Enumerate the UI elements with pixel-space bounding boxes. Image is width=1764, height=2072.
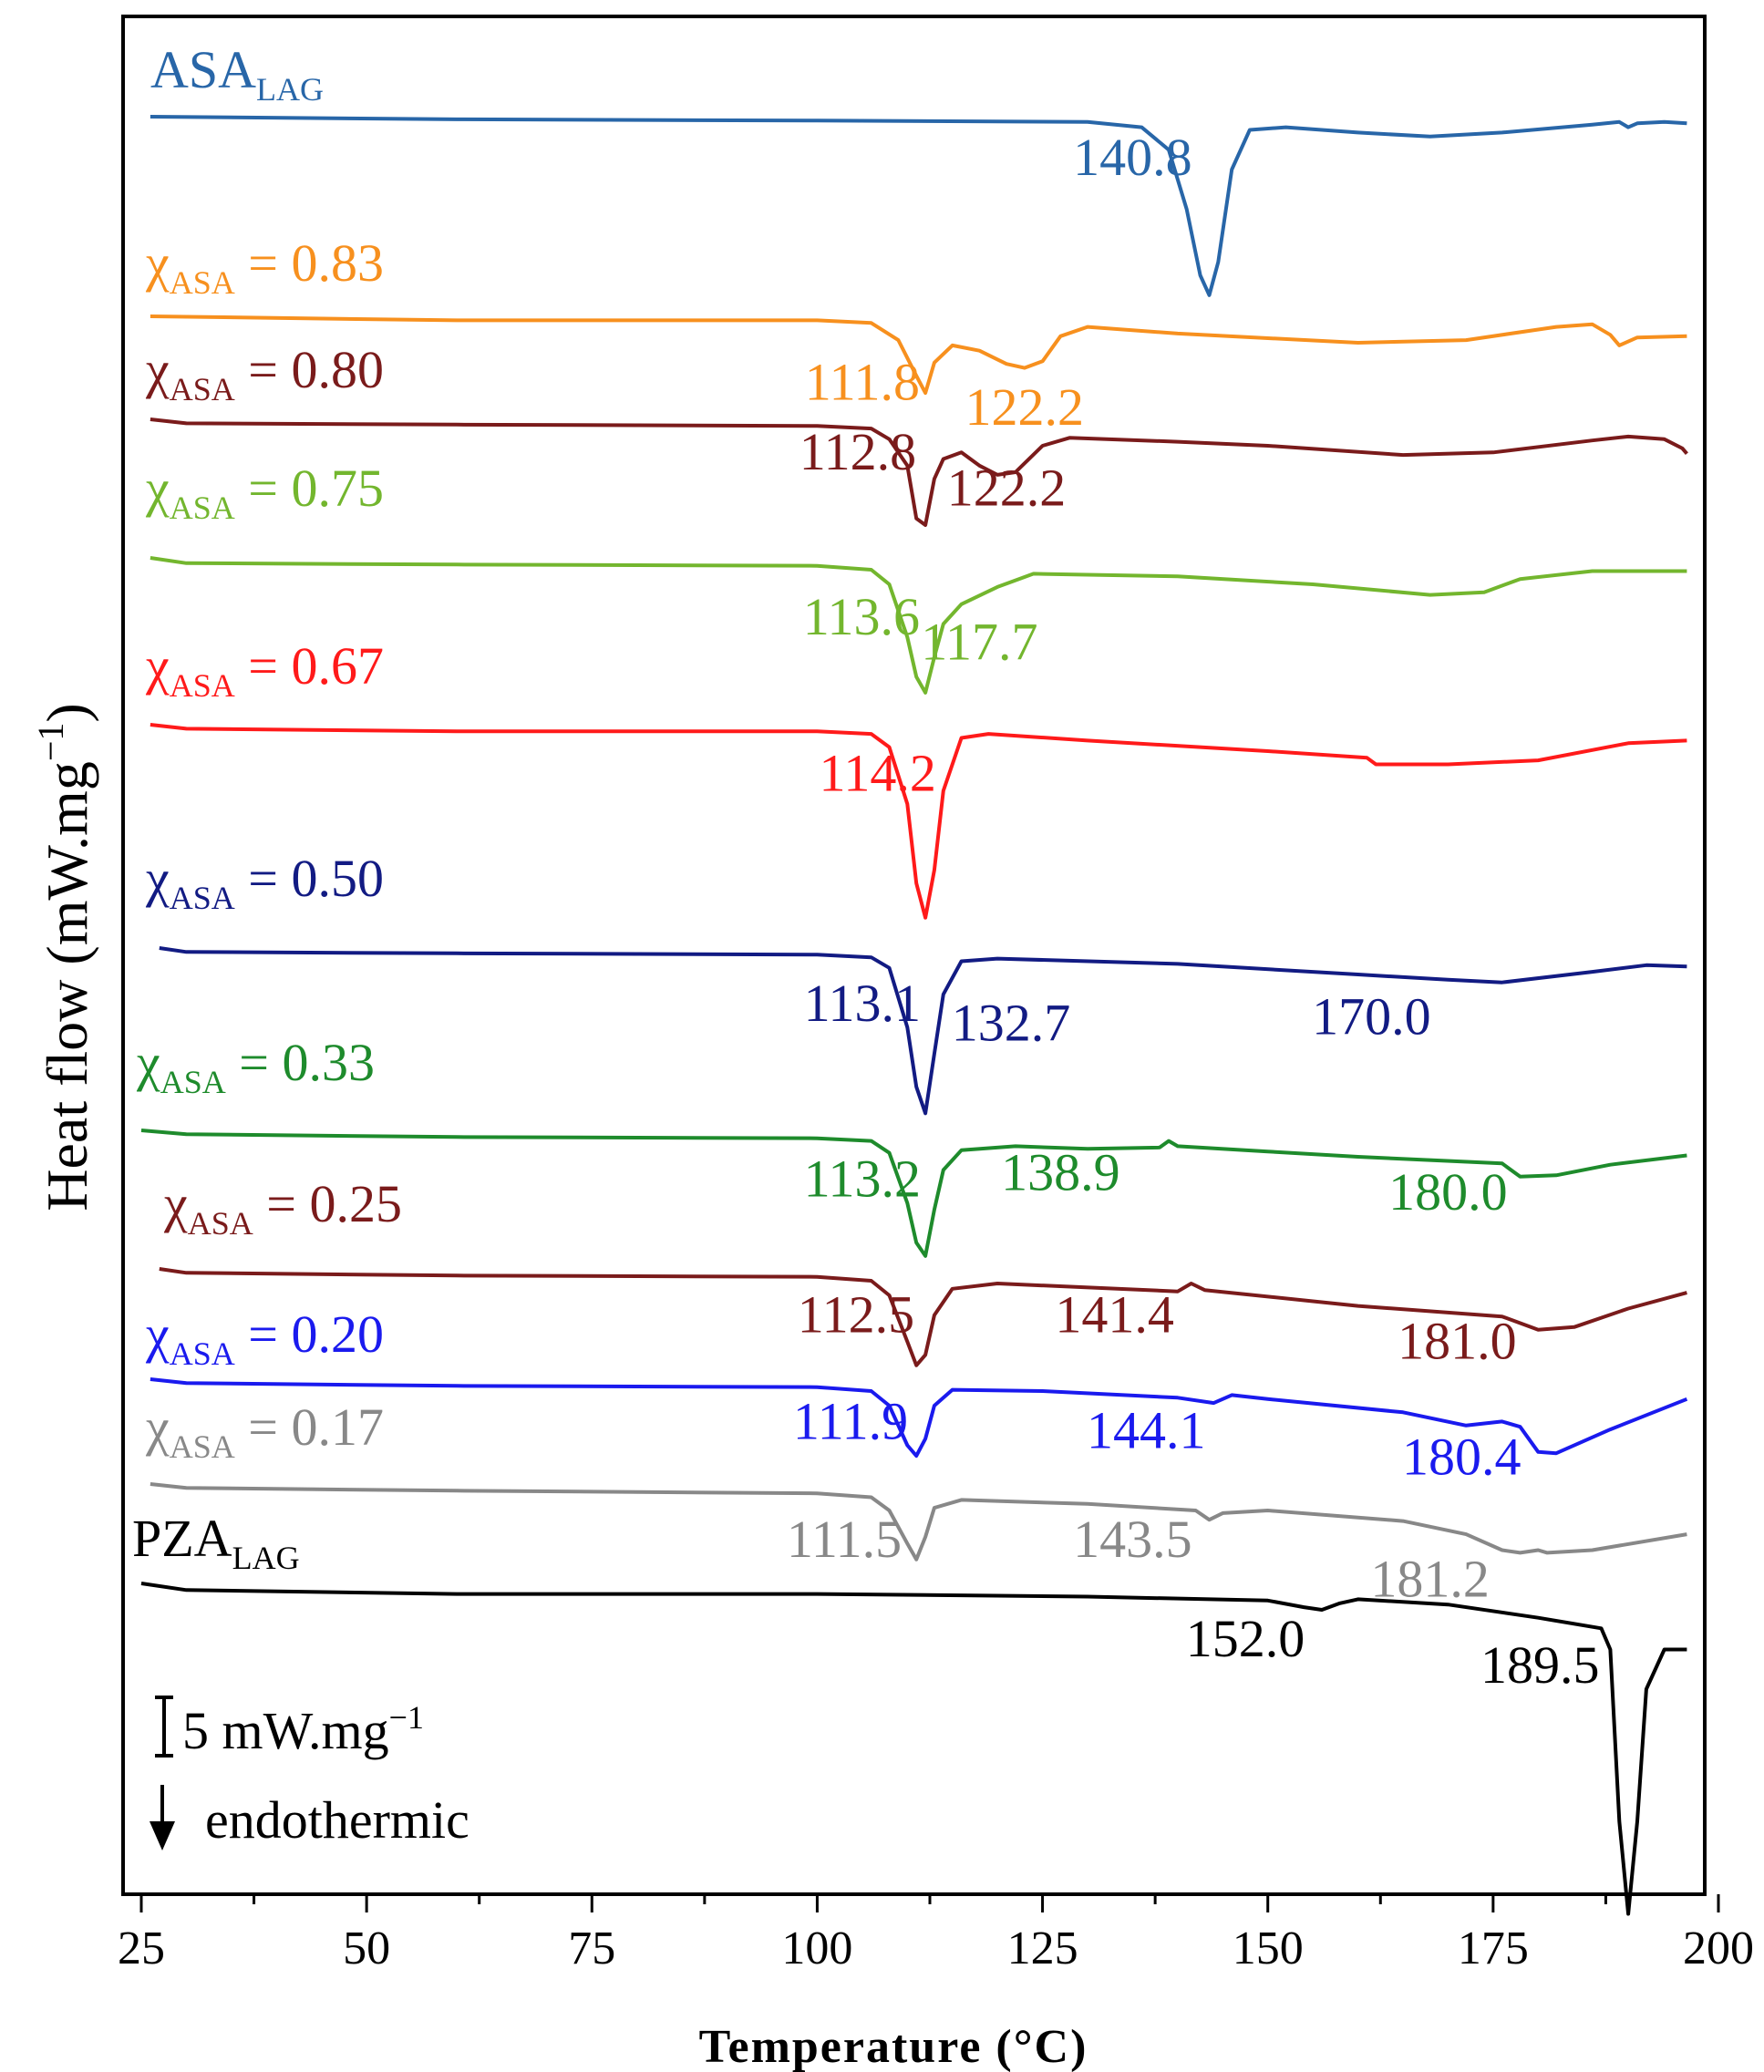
- peak-label: 170.0: [1312, 986, 1431, 1046]
- peak-label: 152.0: [1186, 1609, 1305, 1668]
- endothermic-label: endothermic: [205, 1790, 469, 1850]
- peak-label: 113.1: [804, 974, 921, 1033]
- peak-label: 181.2: [1370, 1549, 1490, 1608]
- peak-label: 122.2: [947, 458, 1067, 517]
- series-line: [150, 556, 1687, 695]
- plot-frame: [121, 15, 1707, 1896]
- annotations: 5 mW.mg−1 endothermic: [150, 1696, 469, 1850]
- peak-label: 181.0: [1398, 1312, 1517, 1371]
- peak-label: 189.5: [1480, 1635, 1600, 1695]
- series-name-label: χASA = 0.75: [145, 459, 384, 526]
- x-axis-title: Temperature (°C): [699, 2021, 1088, 2072]
- series-line: [140, 1129, 1687, 1258]
- x-tick-label: 200: [1683, 1923, 1754, 1974]
- peak-label: 144.1: [1087, 1400, 1206, 1459]
- series-line: [150, 417, 1688, 527]
- x-tick-label: 175: [1458, 1923, 1529, 1974]
- series-line: [150, 723, 1687, 920]
- series-name-label: χASA = 0.25: [163, 1174, 402, 1242]
- series-name-label: χASA = 0.33: [136, 1033, 375, 1100]
- peak-label: 122.2: [965, 377, 1085, 437]
- series-labels: ASALAG 140.8 χASA = 0.83 111.8 122.2 χASA = 0…: [132, 40, 1600, 1695]
- x-tick-label: 125: [1007, 1923, 1078, 1974]
- series-name-label: χASA = 0.67: [145, 636, 384, 704]
- series-line: [159, 1267, 1687, 1367]
- series-line: [150, 1482, 1687, 1562]
- peak-label: 132.7: [952, 994, 1071, 1053]
- peak-label: 113.2: [804, 1149, 921, 1209]
- peak-label: 113.6: [803, 587, 920, 646]
- series-line: [150, 115, 1687, 297]
- x-tick-label: 150: [1233, 1923, 1304, 1974]
- peak-label: 111.9: [793, 1391, 908, 1450]
- peak-label: 112.5: [798, 1285, 914, 1345]
- peak-label: 140.8: [1073, 128, 1192, 187]
- series-line: [150, 1377, 1688, 1459]
- y-axis-title: Heat flow (mW.mg−1): [30, 703, 99, 1211]
- scale-bar-label: 5 mW.mg−1: [182, 1699, 424, 1760]
- series-name-label: χASA = 0.20: [145, 1304, 384, 1372]
- peak-label: 112.8: [799, 422, 916, 481]
- peak-label: 141.4: [1055, 1285, 1174, 1345]
- peak-label: 114.2: [819, 744, 935, 803]
- series-name-label: χASA = 0.80: [145, 340, 384, 407]
- peak-label: 111.8: [805, 352, 920, 411]
- series-name-label: χASA = 0.17: [145, 1397, 384, 1465]
- series-name-label: χASA = 0.83: [145, 233, 384, 301]
- x-tick-label: 50: [343, 1923, 390, 1974]
- x-tick-label: 75: [568, 1923, 615, 1974]
- endothermic-arrow-head: [150, 1821, 175, 1850]
- x-axis: 25 50 75 100 125 150 175 200: [118, 1894, 1754, 1974]
- peak-label: 117.7: [921, 613, 1037, 672]
- peak-label: 180.4: [1402, 1427, 1522, 1486]
- series-group: [140, 115, 1688, 1916]
- peak-label: 138.9: [1001, 1142, 1120, 1201]
- x-tick-label: 25: [118, 1923, 165, 1974]
- peak-label: 143.5: [1073, 1510, 1192, 1569]
- peak-label: 180.0: [1388, 1162, 1508, 1222]
- series-name-label: χASA = 0.50: [145, 849, 384, 916]
- x-tick-label: 100: [781, 1923, 852, 1974]
- series-line: [159, 946, 1687, 1116]
- series-line: [150, 314, 1687, 396]
- peak-label: 111.5: [787, 1510, 902, 1569]
- series-name-label: PZALAG: [132, 1509, 300, 1576]
- series-name-label: ASALAG: [150, 40, 324, 108]
- series-line: [140, 1582, 1687, 1916]
